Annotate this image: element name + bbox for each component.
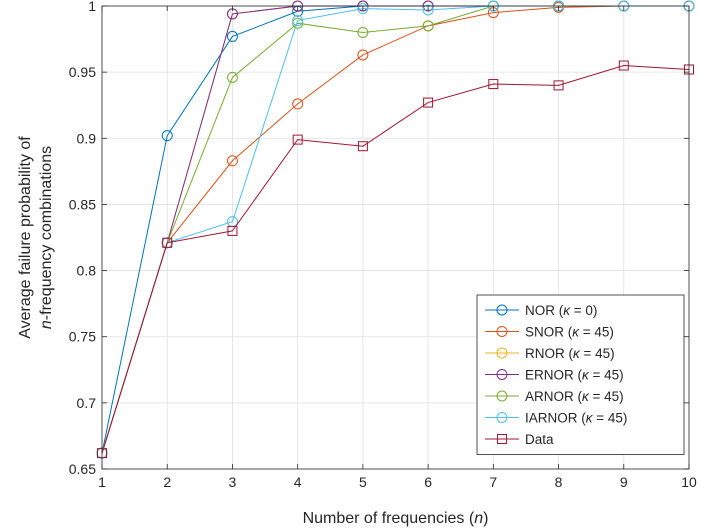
x-tick-label: 4 <box>294 474 302 490</box>
x-tick-label: 8 <box>555 474 563 490</box>
data-point-arnor <box>226 71 238 83</box>
data-point-data <box>553 80 564 91</box>
y-tick-label: 1 <box>88 0 96 14</box>
legend-label: ERNOR (κ = 45) <box>525 368 624 383</box>
data-point-snor <box>292 98 304 110</box>
legend-swatch-marker <box>496 304 508 316</box>
legend-entry-snor: SNOR (κ = 45) <box>485 325 614 340</box>
legend-entry-nor: NOR (κ = 0) <box>485 303 597 318</box>
legend-label: IARNOR (κ = 45) <box>525 411 627 426</box>
plot-frame <box>101 5 690 470</box>
y-tick-label: 0.9 <box>77 130 97 146</box>
legend-label: RNOR (κ = 45) <box>525 346 615 361</box>
x-tick-label: 1 <box>98 474 106 490</box>
y-tick-label: 0.85 <box>69 196 96 212</box>
x-tick-label: 3 <box>229 474 237 490</box>
legend-entry-arnor: ARNOR (κ = 45) <box>485 389 624 404</box>
data-point-data <box>488 79 499 90</box>
data-point-iarnor <box>357 3 369 15</box>
series-line-data <box>101 65 690 454</box>
data-point-data <box>227 225 238 236</box>
legend-entry-data: Data <box>485 432 554 447</box>
y-tick-label: 0.8 <box>77 263 97 279</box>
data-point-arnor <box>357 26 369 38</box>
legend-entry-rnor: RNOR (κ = 45) <box>485 346 615 361</box>
legend: NOR (κ = 0) SNOR (κ = 45) RNOR (κ = 45) ERN… <box>476 294 685 455</box>
x-axis-label: Number of frequencies (n) <box>303 510 489 527</box>
x-tick-label: 6 <box>424 474 432 490</box>
legend-label: NOR (κ = 0) <box>525 303 597 318</box>
data-point-data <box>618 60 629 71</box>
x-tick-label: 10 <box>681 474 697 490</box>
legend-label: SNOR (κ = 45) <box>525 325 614 340</box>
x-tick-label: 5 <box>359 474 367 490</box>
legend-entry-ernor: ERNOR (κ = 45) <box>485 368 624 383</box>
data-point-data <box>423 97 434 108</box>
data-point-arnor <box>422 20 434 32</box>
data-point-snor <box>357 49 369 61</box>
legend-swatch-marker <box>496 390 508 402</box>
legend-swatch-marker <box>496 369 508 380</box>
x-tick-label: 2 <box>163 474 171 490</box>
data-point-iarnor <box>422 4 434 16</box>
data-point-snor <box>226 155 238 167</box>
series-line-snor <box>101 5 689 454</box>
data-point-arnor <box>292 17 304 29</box>
legend-swatch-marker <box>496 412 508 423</box>
legend-swatch-marker <box>496 347 508 359</box>
y-tick-label: 0.75 <box>69 329 96 345</box>
data-point-iarnor <box>292 15 304 27</box>
data-point-data <box>357 141 368 152</box>
data-point-data <box>292 134 303 145</box>
x-tick-label: 9 <box>620 474 628 490</box>
legend-label: Data <box>525 432 554 447</box>
legend-swatch-marker <box>497 434 507 444</box>
x-tick-label: 7 <box>489 474 497 490</box>
data-point-nor <box>161 130 173 142</box>
y-tick-label: 0.65 <box>69 461 96 477</box>
legend-swatch-marker <box>496 326 508 337</box>
y-tick-label: 0.7 <box>77 395 97 411</box>
axis-ticks: 1 2 3 4 5 6 7 8 9 10 0.65 0.7 0.75 0.8 0.85 0.9 0.95 1 <box>69 0 697 490</box>
legend-label: ARNOR (κ = 45) <box>525 389 624 404</box>
legend-entry-iarnor: IARNOR (κ = 45) <box>485 411 627 426</box>
data-point-nor <box>226 30 238 42</box>
y-axis-label-line-1: Average failure probability of <box>17 136 34 339</box>
data-point-data <box>162 237 173 248</box>
y-tick-label: 0.95 <box>69 64 96 80</box>
y-axis-label-line-2: n-frequency combinations <box>38 146 55 329</box>
